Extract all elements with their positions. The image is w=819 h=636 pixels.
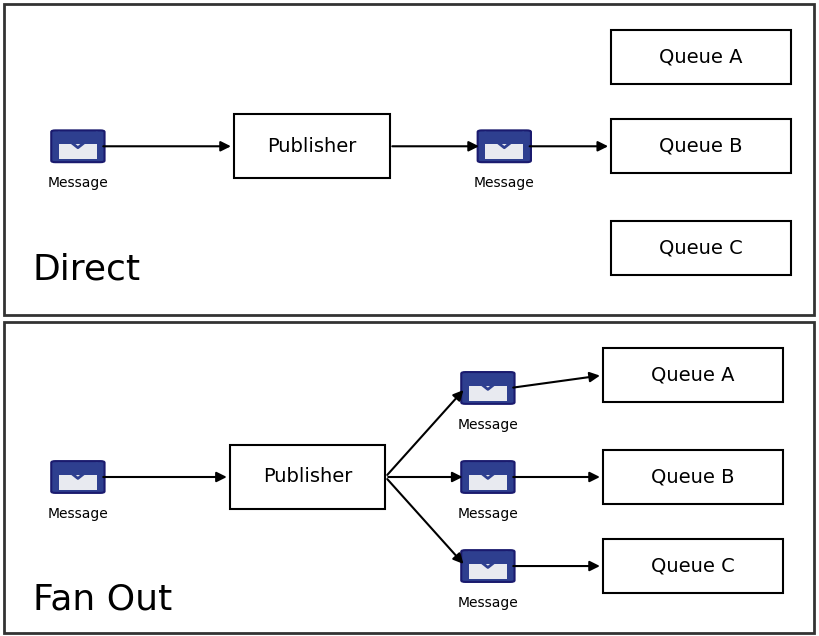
Text: Queue B: Queue B <box>658 137 742 156</box>
FancyBboxPatch shape <box>477 130 531 162</box>
Text: Message: Message <box>457 418 518 432</box>
Text: Message: Message <box>457 508 518 522</box>
FancyBboxPatch shape <box>460 372 514 404</box>
Text: Message: Message <box>457 597 518 611</box>
Text: Publisher: Publisher <box>263 467 351 487</box>
FancyBboxPatch shape <box>468 386 506 401</box>
Text: Message: Message <box>48 508 108 522</box>
FancyBboxPatch shape <box>51 461 105 493</box>
Text: Direct: Direct <box>33 252 141 286</box>
FancyBboxPatch shape <box>229 445 385 509</box>
FancyBboxPatch shape <box>59 144 97 159</box>
FancyBboxPatch shape <box>59 475 97 490</box>
FancyBboxPatch shape <box>610 221 790 275</box>
Text: Publisher: Publisher <box>267 137 355 156</box>
FancyBboxPatch shape <box>468 475 506 490</box>
Text: Queue C: Queue C <box>650 556 734 576</box>
Text: Message: Message <box>473 176 534 191</box>
FancyBboxPatch shape <box>610 120 790 173</box>
FancyBboxPatch shape <box>485 144 523 159</box>
FancyBboxPatch shape <box>610 30 790 84</box>
Text: Queue A: Queue A <box>658 48 742 67</box>
Text: Queue C: Queue C <box>658 238 742 258</box>
FancyBboxPatch shape <box>602 539 782 593</box>
FancyBboxPatch shape <box>460 550 514 582</box>
FancyBboxPatch shape <box>602 450 782 504</box>
FancyBboxPatch shape <box>468 564 506 579</box>
FancyBboxPatch shape <box>51 130 105 162</box>
FancyBboxPatch shape <box>233 114 389 178</box>
FancyBboxPatch shape <box>460 461 514 493</box>
Text: Queue A: Queue A <box>650 366 734 385</box>
Text: Queue B: Queue B <box>650 467 734 487</box>
Text: Message: Message <box>48 176 108 191</box>
FancyBboxPatch shape <box>602 348 782 403</box>
Text: Fan Out: Fan Out <box>33 583 172 617</box>
